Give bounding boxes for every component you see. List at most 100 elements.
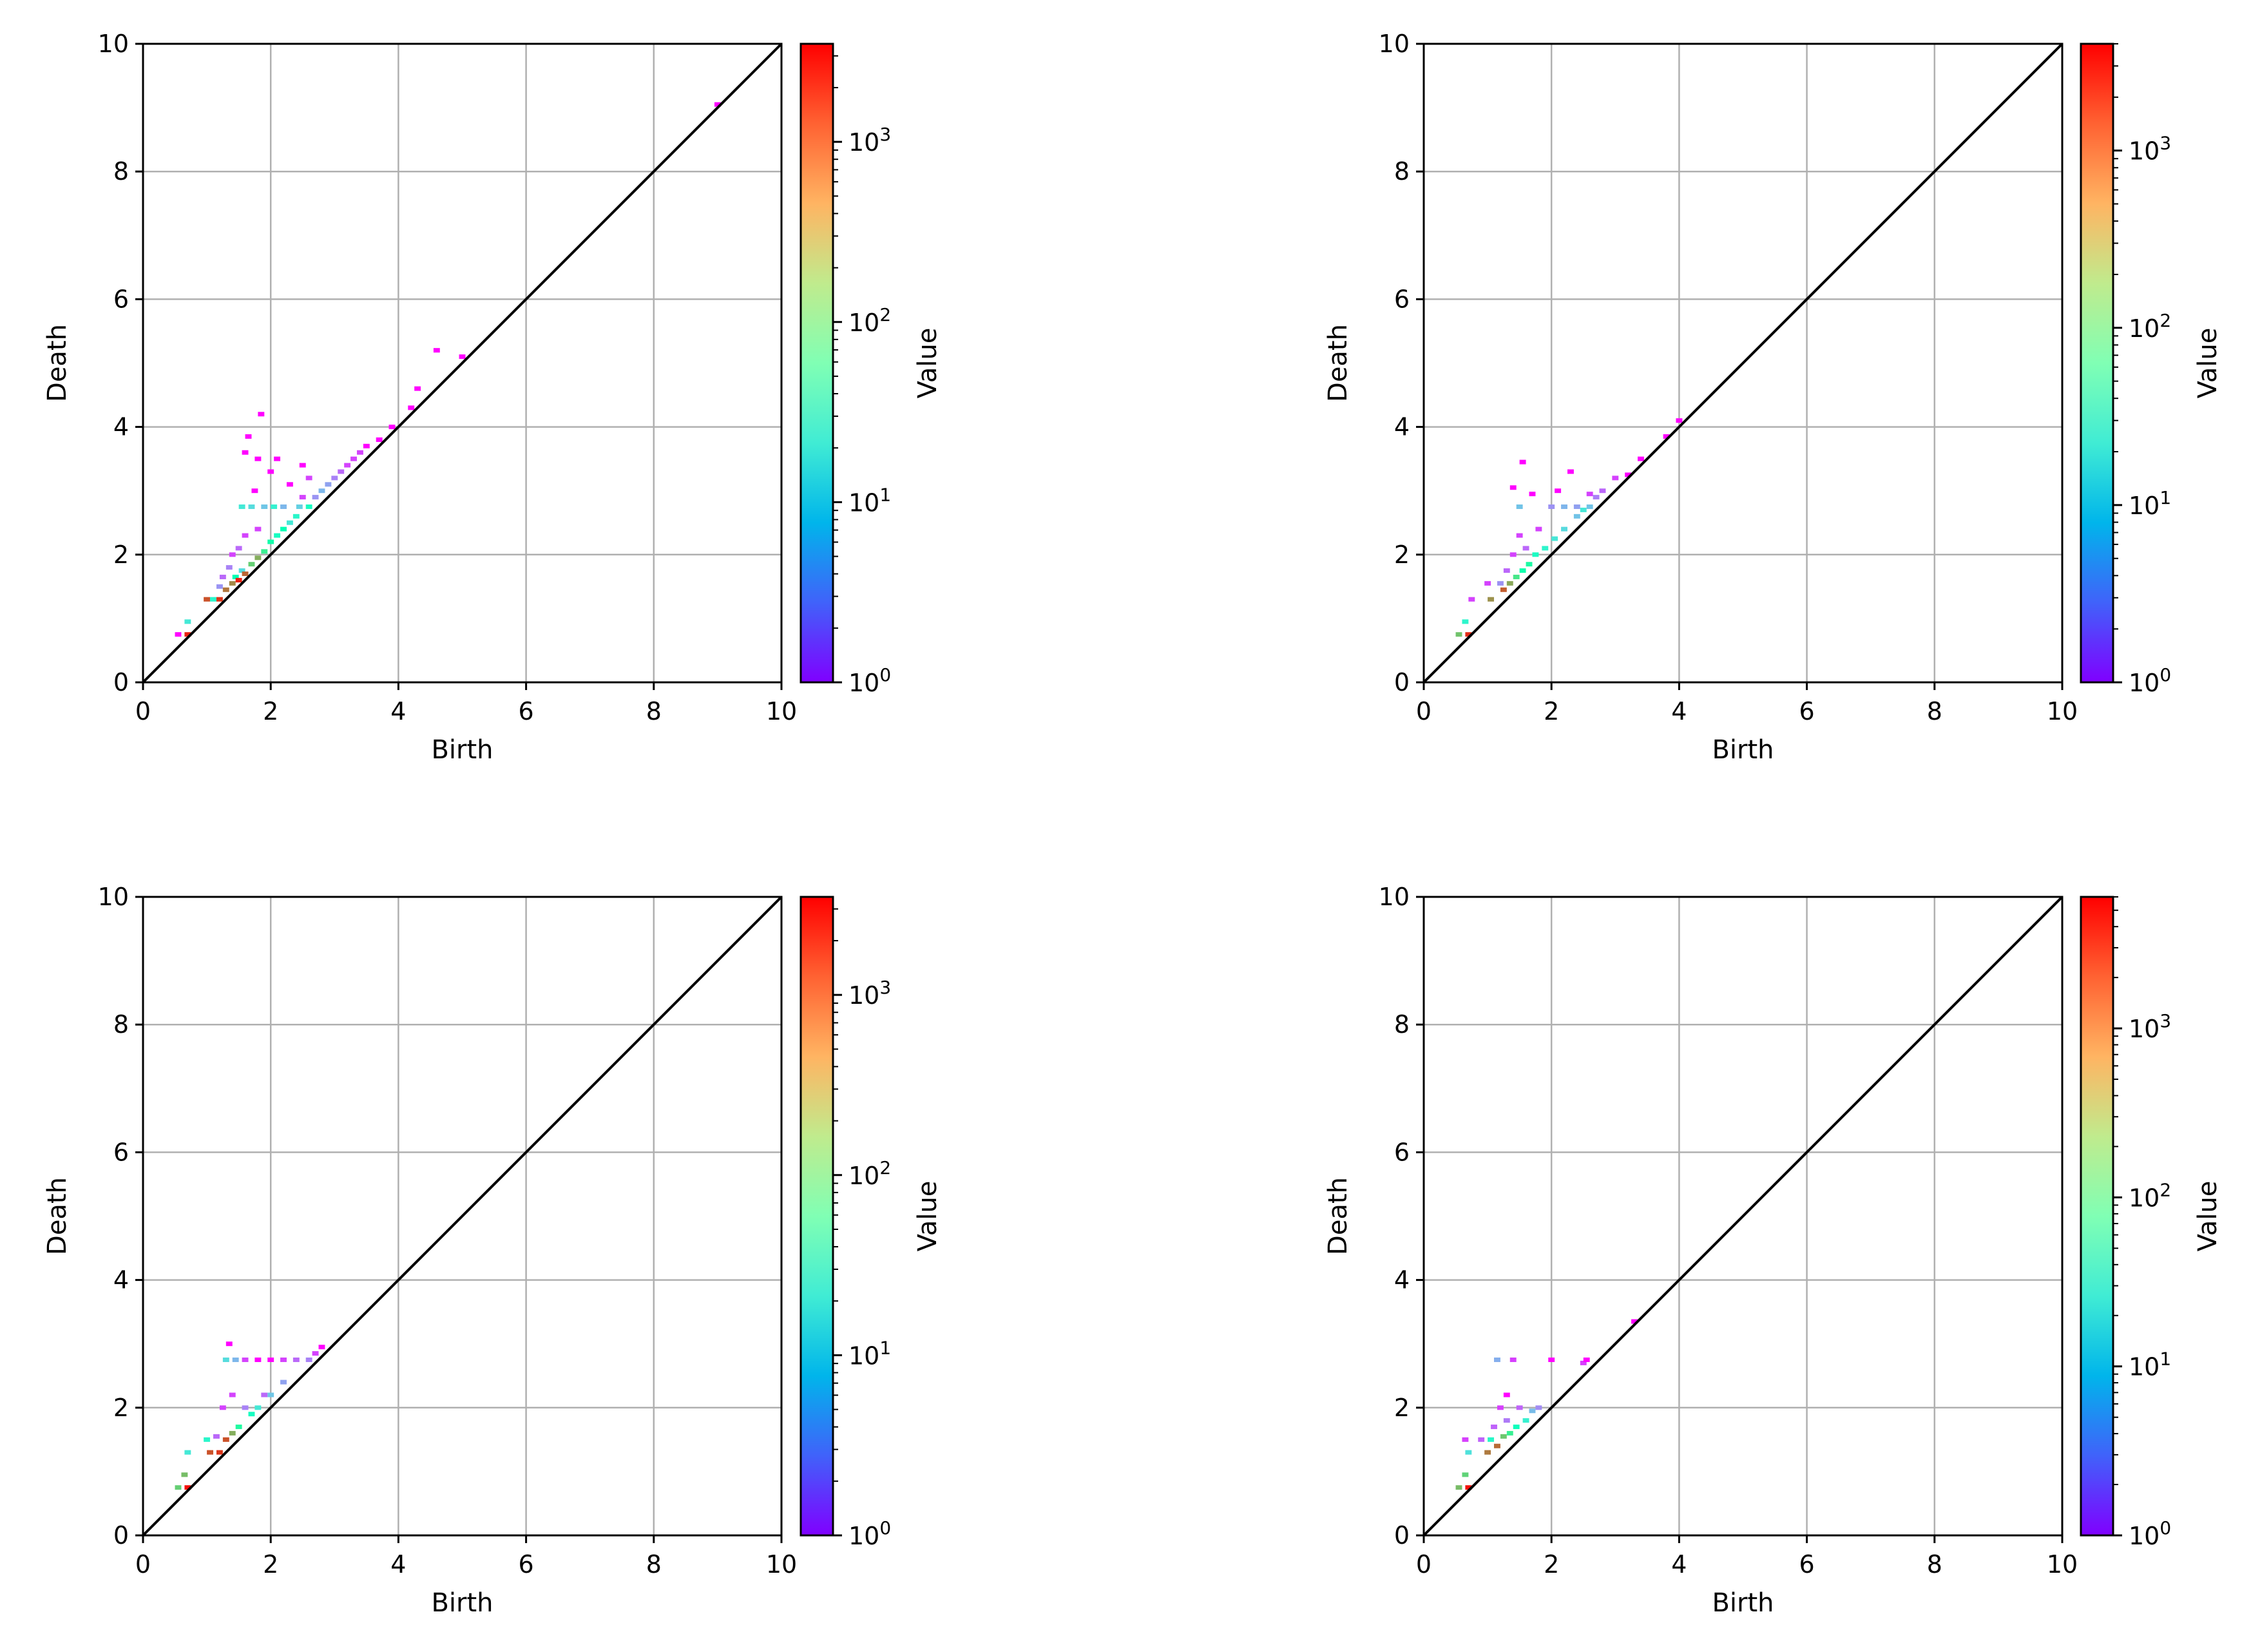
heatmap-cell [1573, 504, 1580, 509]
colorbar-tick-label: 102 [2129, 310, 2171, 343]
heatmap-cell [1506, 1430, 1513, 1436]
colorbar-tick-label: 101 [2129, 1349, 2171, 1381]
x-tick-label: 4 [1671, 697, 1687, 725]
x-tick-label: 0 [135, 697, 151, 725]
y-tick-label: 2 [113, 1394, 129, 1422]
heatmap-cell [175, 632, 182, 637]
axes-frame [142, 43, 783, 684]
heatmap-cell [219, 1405, 226, 1410]
colorbar-tick-label: 101 [848, 484, 891, 517]
axes-frame [1422, 43, 2064, 684]
y-tick-label: 6 [1394, 1138, 1410, 1166]
x-tick-label: 0 [1416, 697, 1432, 725]
heatmap-cell [254, 1405, 262, 1410]
panel-2: 0 2 4 6 8 100246810BirthDeath100101102103Valu… [1323, 30, 2223, 765]
heatmap-cell [229, 581, 236, 586]
heatmap-cell [344, 463, 351, 468]
panel-1: 0 2 4 6 8 100246810BirthDeath100101102103Valu… [43, 30, 943, 765]
heatmap-cell [242, 450, 249, 455]
colorbar-tick-label: 103 [2129, 133, 2171, 166]
heatmap-cell [1625, 472, 1632, 477]
axes-frame [142, 896, 783, 1537]
y-tick-label: 4 [113, 413, 129, 441]
heatmap-cell [181, 1472, 188, 1477]
heatmap-cell [1586, 492, 1593, 497]
heatmap-cell [207, 1450, 214, 1455]
heatmap-cell [433, 348, 440, 353]
y-tick-label: 4 [113, 1266, 129, 1294]
axes-frame [1422, 896, 2064, 1537]
heatmap-cell [1551, 536, 1558, 541]
x-tick-label: 10 [766, 1550, 797, 1579]
y-axis-title: Death [1323, 1177, 1353, 1255]
heatmap-cell [1631, 1319, 1638, 1324]
y-tick-label: 10 [98, 30, 129, 58]
heatmap-cell [1513, 574, 1520, 579]
heatmap-cell [363, 443, 370, 448]
x-tick-label: 4 [390, 1550, 406, 1579]
colorbar-tick-label: 103 [848, 124, 891, 157]
heatmap-cell [1468, 597, 1475, 602]
heatmap-cell [1593, 495, 1600, 500]
heatmap-cell [388, 425, 396, 430]
heatmap-cell [325, 482, 332, 487]
x-tick-label: 8 [1927, 1550, 1942, 1579]
heatmap-cell [1503, 1418, 1510, 1423]
heatmap-cell [714, 102, 721, 107]
heatmap-cell [175, 1485, 182, 1490]
heatmap-cell [292, 1357, 300, 1362]
colorbar: 100 101 102 103 Value [2080, 43, 2223, 697]
x-tick-label: 8 [646, 1550, 662, 1579]
y-tick-label: 8 [113, 1010, 129, 1039]
heatmap-cell [216, 1450, 223, 1455]
x-tick-label: 4 [390, 697, 406, 725]
heatmap-cell [248, 504, 255, 509]
heatmap-cell [1542, 546, 1549, 551]
x-tick-label: 10 [2047, 1550, 2078, 1579]
y-tick-label: 0 [113, 668, 129, 696]
x-tick-label: 0 [135, 1550, 151, 1579]
y-axis-title: Death [1323, 324, 1353, 402]
heatmap-cell [267, 1357, 274, 1362]
heatmap-cell [222, 587, 229, 592]
x-tick-label: 10 [766, 697, 797, 725]
heatmap-cell [245, 434, 252, 439]
heatmap-cell [242, 1357, 249, 1362]
heatmap-cell [210, 597, 216, 602]
heatmap-cell [242, 1405, 249, 1410]
heatmap-cell [1526, 562, 1533, 567]
heatmap-cell [1465, 632, 1472, 637]
diagonal-line [142, 43, 783, 684]
heatmap-cell [1612, 475, 1619, 481]
heatmap-cell [1462, 1437, 1469, 1442]
y-tick-label: 0 [1394, 1521, 1410, 1550]
heatmap-cell [235, 546, 242, 551]
colorbar-tick-label: 100 [848, 664, 891, 697]
heatmap-cell [286, 482, 293, 487]
y-tick-label: 2 [1394, 1394, 1410, 1422]
heatmap-cell [242, 571, 249, 577]
heatmap-cell [280, 526, 287, 532]
heatmap-cell [280, 504, 287, 509]
colorbar-title: Value [2193, 1181, 2223, 1252]
heatmap-cell [1497, 1405, 1504, 1410]
heatmap-cell [1522, 546, 1529, 551]
heatmap-cell [1529, 492, 1536, 497]
heatmap-cell [312, 495, 319, 500]
heatmap-cell [1580, 1360, 1587, 1365]
diagonal-line [142, 896, 783, 1537]
heatmap-cell [1506, 581, 1513, 586]
heatmap-cell [1586, 504, 1593, 509]
heatmap-cell [1561, 526, 1567, 532]
heatmap-cell [1676, 418, 1683, 423]
heatmap-cell [1522, 1418, 1529, 1423]
heatmap-cell [1567, 469, 1574, 474]
colorbar-title: Value [2193, 328, 2223, 399]
heatmap-cell [204, 597, 211, 602]
x-tick-label: 6 [519, 697, 534, 725]
y-tick-label: 6 [113, 1138, 129, 1166]
x-tick-label: 6 [1799, 697, 1815, 725]
x-tick-label: 2 [1544, 1550, 1559, 1579]
heatmap-cell [222, 1437, 229, 1442]
heatmap-cell [338, 469, 345, 474]
